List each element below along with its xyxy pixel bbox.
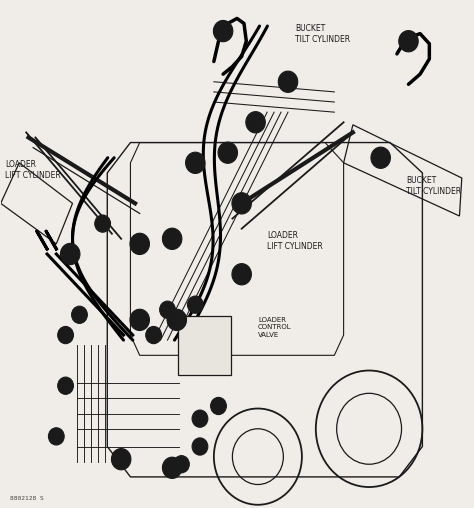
- Circle shape: [163, 457, 182, 479]
- Text: 14: 14: [172, 315, 182, 325]
- Circle shape: [246, 112, 265, 133]
- Text: 8802128 S: 8802128 S: [10, 496, 44, 501]
- Text: 18: 18: [250, 118, 261, 127]
- Circle shape: [213, 20, 233, 42]
- Text: 2: 2: [216, 401, 221, 410]
- Circle shape: [130, 233, 149, 255]
- Circle shape: [130, 309, 149, 331]
- Text: 15: 15: [135, 239, 145, 248]
- Circle shape: [399, 30, 418, 52]
- Text: 3: 3: [179, 460, 184, 469]
- Text: 5: 5: [54, 432, 59, 441]
- Circle shape: [111, 449, 131, 470]
- Text: LOADER
LIFT CYLINDER: LOADER LIFT CYLINDER: [5, 161, 61, 180]
- Text: BUCKET
TILT CYLINDER: BUCKET TILT CYLINDER: [406, 176, 461, 196]
- Circle shape: [187, 296, 203, 313]
- Circle shape: [160, 301, 175, 319]
- Text: 12: 12: [116, 455, 127, 464]
- Circle shape: [72, 306, 87, 324]
- Text: 10: 10: [65, 249, 75, 259]
- Text: 6: 6: [63, 381, 68, 390]
- Circle shape: [58, 377, 73, 394]
- Circle shape: [167, 309, 187, 331]
- Text: 19: 19: [222, 148, 233, 157]
- Text: LOADER
LIFT CYLINDER: LOADER LIFT CYLINDER: [267, 231, 323, 251]
- Circle shape: [186, 152, 205, 173]
- Text: 10: 10: [237, 270, 247, 279]
- Text: 7: 7: [63, 331, 68, 339]
- Text: 13: 13: [135, 315, 145, 325]
- Text: 15: 15: [167, 234, 177, 243]
- Circle shape: [146, 327, 162, 344]
- Circle shape: [371, 147, 391, 168]
- Text: 8: 8: [165, 305, 170, 314]
- Text: BUCKET
TILT CYLINDER: BUCKET TILT CYLINDER: [295, 23, 350, 44]
- Text: 4: 4: [197, 442, 202, 451]
- Circle shape: [232, 264, 251, 285]
- Circle shape: [232, 193, 251, 214]
- Circle shape: [192, 438, 208, 455]
- Circle shape: [61, 243, 80, 265]
- Circle shape: [278, 71, 298, 92]
- Circle shape: [95, 215, 110, 232]
- Text: LOADER
CONTROL
VALVE: LOADER CONTROL VALVE: [258, 317, 292, 338]
- Text: 20: 20: [375, 153, 386, 162]
- Text: 7: 7: [151, 331, 156, 339]
- FancyBboxPatch shape: [178, 316, 231, 374]
- Text: 1: 1: [197, 414, 202, 423]
- Circle shape: [48, 428, 64, 445]
- Circle shape: [210, 397, 227, 415]
- Text: 21: 21: [218, 26, 228, 36]
- Text: 16: 16: [190, 158, 201, 167]
- Text: 11: 11: [167, 463, 177, 472]
- Text: 17: 17: [237, 199, 247, 208]
- Text: 21: 21: [403, 37, 414, 46]
- Circle shape: [58, 327, 73, 344]
- Circle shape: [218, 142, 237, 163]
- Circle shape: [192, 410, 208, 427]
- Circle shape: [173, 456, 189, 473]
- Text: 9: 9: [193, 300, 198, 309]
- Text: 8: 8: [77, 310, 82, 320]
- Text: 9: 9: [100, 219, 105, 228]
- Circle shape: [163, 228, 182, 249]
- Text: 20: 20: [283, 77, 293, 86]
